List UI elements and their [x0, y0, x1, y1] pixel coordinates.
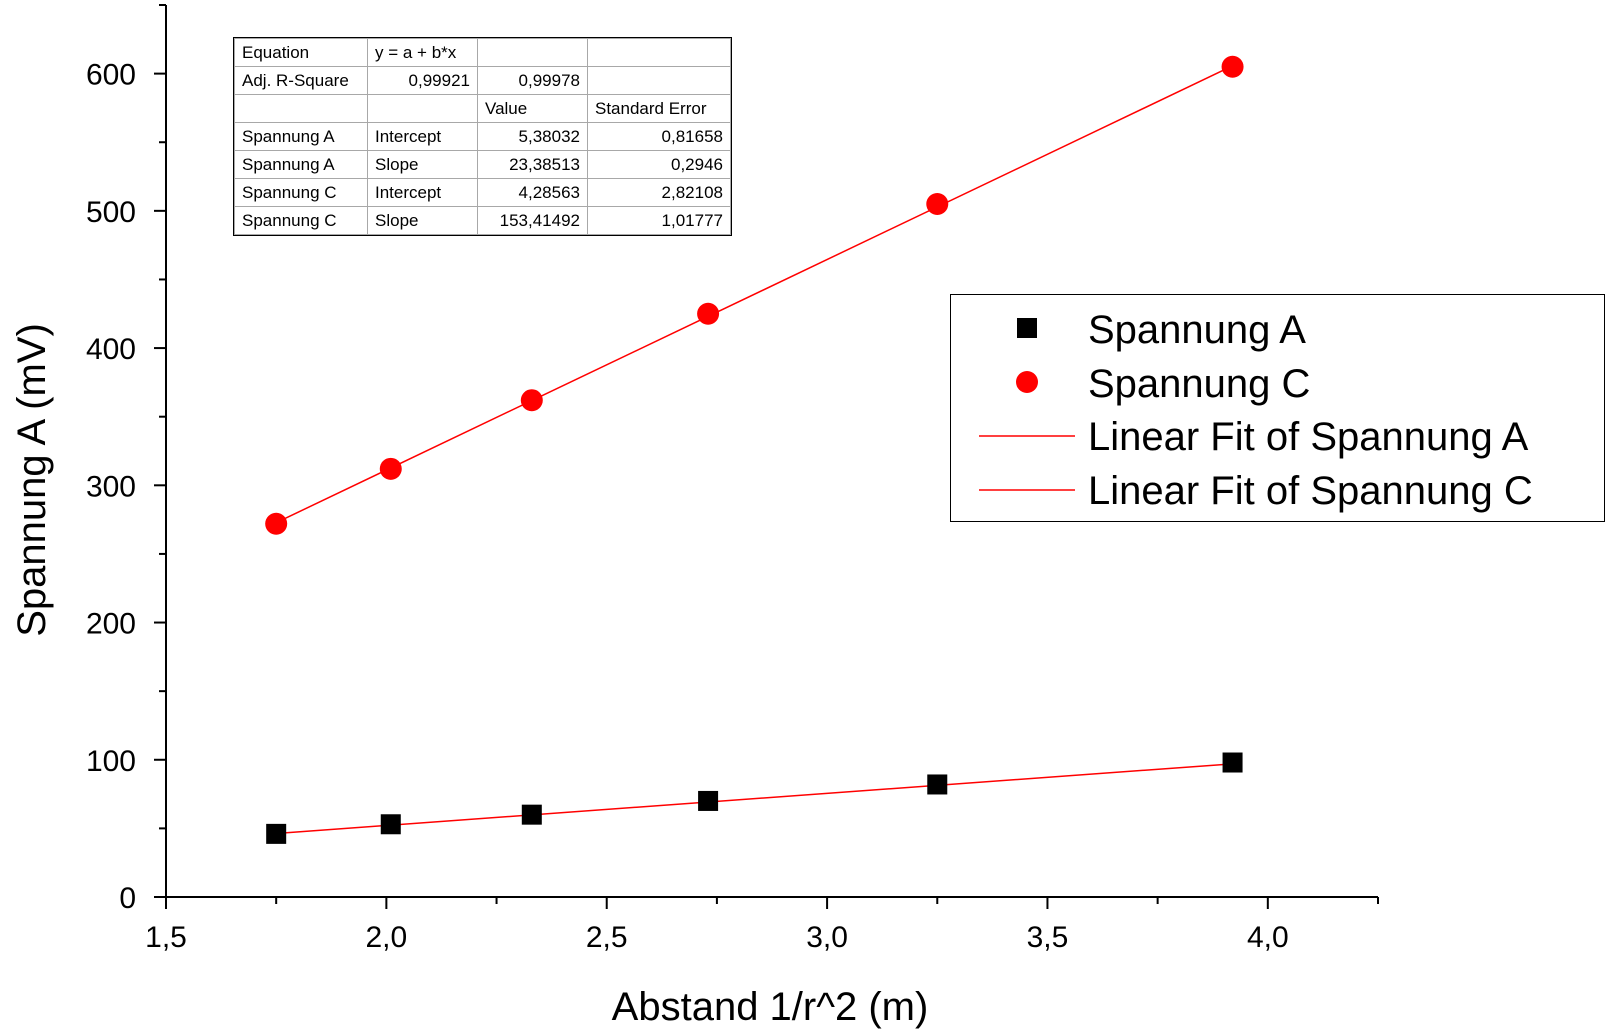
- legend: Spannung A Spannung C Linear Fit of Span…: [950, 294, 1605, 522]
- stats-table-row: Spannung C Slope 153,41492 1,01777: [234, 206, 731, 235]
- y-tick-label: 200: [86, 608, 136, 641]
- data-point-spannung-c: [697, 302, 720, 325]
- stats-table-cell: [587, 38, 731, 67]
- stats-table-row: Equation y = a + b*x: [234, 38, 731, 67]
- stats-table-row: Adj. R-Square 0,99921 0,99978: [234, 66, 731, 95]
- legend-canvas: Spannung A Spannung C Linear Fit of Span…: [979, 308, 1533, 513]
- legend-label-fit-c: Linear Fit of Spannung C: [1088, 469, 1533, 513]
- stats-table-row: Spannung A Slope 23,38513 0,2946: [234, 150, 731, 179]
- stats-table-cell: 5,38032: [477, 122, 588, 151]
- stats-table-row: Spannung C Intercept 4,28563 2,82108: [234, 178, 731, 207]
- data-point-spannung-a: [266, 823, 287, 844]
- axes: 1,5 2,0 2,5 3,0 3,5 4,0 0 100 200 300 400 500 600: [86, 4, 1379, 954]
- x-tick-label: 3,5: [1027, 921, 1069, 954]
- stats-table-cell: Intercept: [367, 178, 478, 207]
- stats-table-row: Spannung A Intercept 5,38032 0,81658: [234, 122, 731, 151]
- stats-table-cell: Adj. R-Square: [234, 66, 368, 95]
- legend-marker-circle: [1016, 371, 1038, 393]
- stats-table-cell: 23,38513: [477, 150, 588, 179]
- x-tick-label: 2,0: [366, 921, 408, 954]
- data-point-spannung-a: [1222, 752, 1243, 773]
- x-tick-label: 1,5: [145, 921, 187, 954]
- stats-table-cell: 2,82108: [587, 178, 731, 207]
- data-point-spannung-c: [520, 389, 543, 412]
- stats-table-cell: [477, 38, 588, 67]
- stats-table-cell: Slope: [367, 206, 478, 235]
- stats-table-cell: 4,28563: [477, 178, 588, 207]
- fit-line-spannung-c: [275, 65, 1233, 524]
- stats-table-cell: [367, 94, 478, 123]
- y-tick-label: 400: [86, 333, 136, 366]
- stats-table-cell: 0,99921: [367, 66, 478, 95]
- stats-table-cell: Standard Error: [587, 94, 731, 123]
- stats-table-cell: Slope: [367, 150, 478, 179]
- y-tick-label: 500: [86, 196, 136, 229]
- data-point-spannung-a: [698, 790, 719, 811]
- fit-line-spannung-a: [276, 763, 1233, 835]
- stats-table-cell: y = a + b*x: [367, 38, 478, 67]
- stats-table-cell: 0,99978: [477, 66, 588, 95]
- stats-table-cell: Spannung C: [234, 178, 368, 207]
- legend-marker-square: [1017, 318, 1037, 338]
- x-tick-label: 2,5: [586, 921, 628, 954]
- stats-table-cell: [234, 94, 368, 123]
- data-point-spannung-c: [379, 457, 402, 480]
- stats-table-cell: Value: [477, 94, 588, 123]
- stats-table-cell: 153,41492: [477, 206, 588, 235]
- legend-label-fit-a: Linear Fit of Spannung A: [1088, 415, 1529, 459]
- data-point-spannung-a: [521, 804, 542, 825]
- y-tick-label: 100: [86, 745, 136, 778]
- stats-table-cell: Spannung A: [234, 122, 368, 151]
- data-point-spannung-c: [265, 512, 288, 535]
- x-tick-label: 3,0: [806, 921, 848, 954]
- y-tick-label: 0: [119, 882, 136, 915]
- stats-table-cell: 0,2946: [587, 150, 731, 179]
- legend-label-spannung-a: Spannung A: [1088, 308, 1306, 352]
- y-axis-title: Spannung A (mV): [10, 323, 54, 637]
- legend-label-spannung-c: Spannung C: [1088, 362, 1310, 406]
- data-markers: [265, 55, 1244, 844]
- stats-table-cell: Spannung A: [234, 150, 368, 179]
- fit-statistics-table: Equation y = a + b*x Adj. R-Square 0,99921 0…: [233, 37, 732, 236]
- data-point-spannung-a: [927, 774, 948, 795]
- y-tick-label: 600: [86, 59, 136, 92]
- data-point-spannung-a: [380, 814, 401, 835]
- stats-table-cell: Intercept: [367, 122, 478, 151]
- stats-table-cell: 0,81658: [587, 122, 731, 151]
- x-axis-title: Abstand 1/r^2 (m): [612, 985, 929, 1029]
- stats-table-cell: 1,01777: [587, 206, 731, 235]
- stats-table-cell: [587, 66, 731, 95]
- stats-table-cell: Spannung C: [234, 206, 368, 235]
- stats-table-cell: Equation: [234, 38, 368, 67]
- x-tick-label: 4,0: [1247, 921, 1289, 954]
- stats-table-row: Value Standard Error: [234, 94, 731, 123]
- data-point-spannung-c: [1221, 55, 1244, 78]
- fit-lines: [275, 65, 1233, 835]
- data-point-spannung-c: [926, 192, 949, 215]
- y-tick-label: 300: [86, 470, 136, 503]
